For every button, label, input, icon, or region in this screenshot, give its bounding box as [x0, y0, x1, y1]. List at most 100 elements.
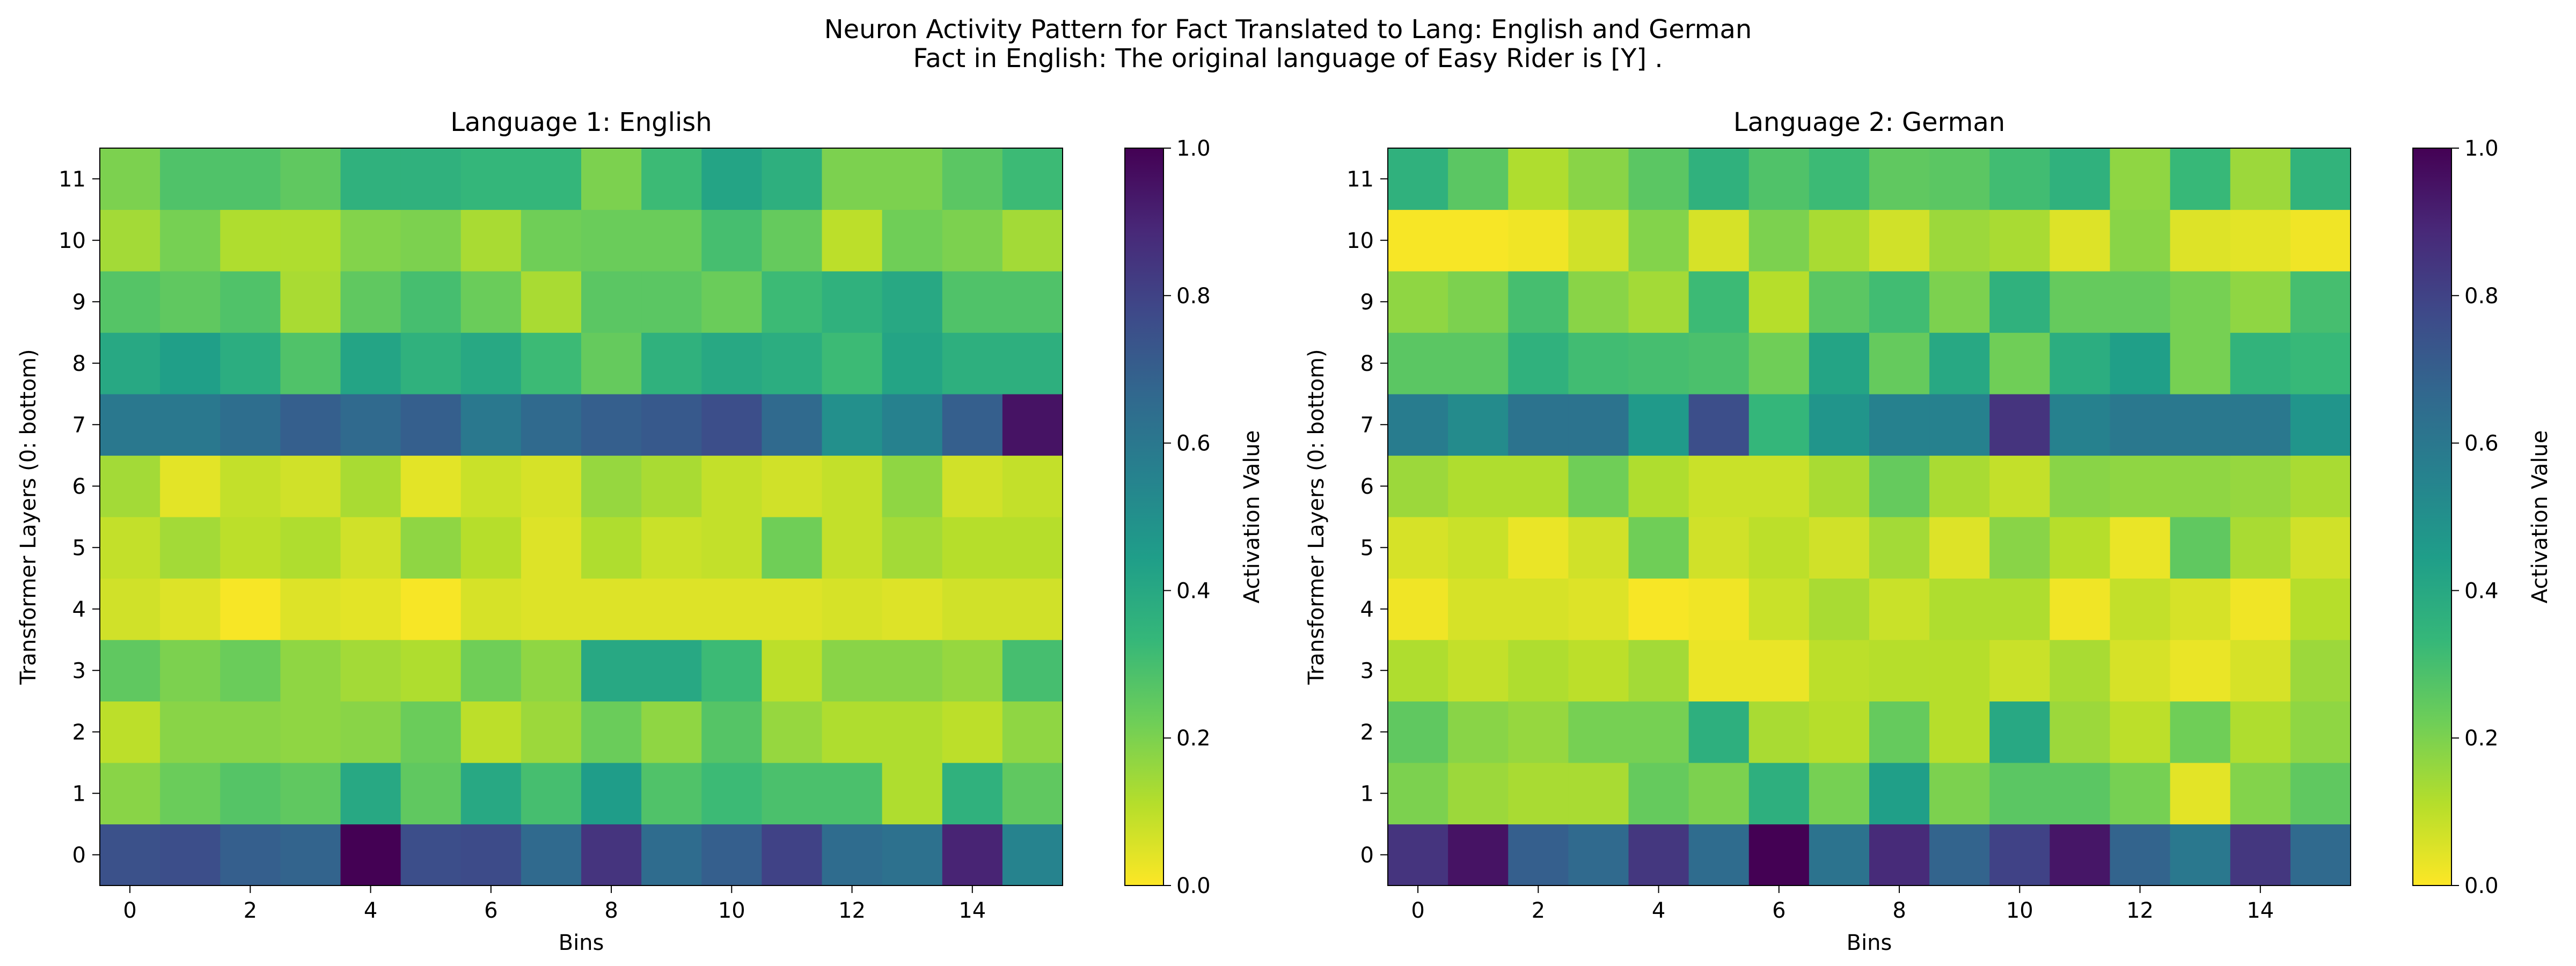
heatmap-cell: [1448, 763, 1509, 825]
colorbar-tick-label: 0.2: [2464, 726, 2499, 751]
heatmap-cell: [400, 824, 462, 886]
heatmap-cell: [1628, 701, 1689, 763]
heatmap-cell: [701, 701, 762, 763]
heatmap-cell: [882, 824, 943, 886]
heatmap-cell: [2290, 824, 2351, 886]
heatmap-cell: [1508, 701, 1569, 763]
heatmap-cell: [882, 148, 943, 210]
heatmap-cell: [280, 271, 341, 333]
heatmap-cell: [641, 271, 702, 333]
heatmap-cell: [521, 455, 582, 517]
heatmap-cell: [160, 517, 221, 579]
heatmap-cell: [822, 332, 883, 394]
heatmap-cell: [1869, 332, 1930, 394]
heatmap-cell: [1929, 517, 1990, 579]
heatmap-cell: [340, 763, 401, 825]
heatmap-cell: [1809, 824, 1870, 886]
heatmap-cell: [2110, 394, 2171, 456]
heatmap-cell: [2050, 209, 2111, 272]
heatmap-cell: [521, 394, 582, 456]
heatmap-cell: [1448, 455, 1509, 517]
heatmap-cell: [701, 394, 762, 456]
heatmap-cell: [701, 640, 762, 702]
heatmap-cell: [882, 332, 943, 394]
heatmap-cell: [1989, 701, 2050, 763]
heatmap-cell: [100, 824, 160, 886]
y-tick-label: 10: [1346, 229, 1374, 253]
heatmap-cell: [1568, 148, 1629, 210]
heatmap-cell: [882, 578, 943, 640]
heatmap-cell: [1989, 763, 2050, 825]
x-axis-label: Bins: [559, 931, 604, 955]
heatmap-cell: [1448, 824, 1509, 886]
heatmap-cell: [1568, 517, 1629, 579]
heatmap-cell: [1448, 578, 1509, 640]
heatmap-cell: [400, 271, 462, 333]
heatmap-cell: [521, 578, 582, 640]
heatmap-cell: [1748, 394, 1810, 456]
heatmap-cell: [1869, 455, 1930, 517]
heatmap-cell: [2170, 701, 2231, 763]
heatmap-cell: [1448, 209, 1509, 272]
heatmap-cell: [1688, 271, 1750, 333]
heatmap-cell: [460, 763, 522, 825]
heatmap-cell: [1508, 394, 1569, 456]
x-tick-label: 14: [958, 898, 986, 923]
y-tick-label: 1: [72, 781, 86, 806]
colorbar: [1124, 148, 1164, 886]
heatmap-cell: [2050, 455, 2111, 517]
heatmap-cell: [822, 578, 883, 640]
heatmap-cell: [762, 271, 823, 333]
heatmap-cell: [822, 763, 883, 825]
heatmap-cell: [882, 701, 943, 763]
heatmap-cell: [1748, 824, 1810, 886]
heatmap-cell: [701, 271, 762, 333]
heatmap-cell: [1809, 271, 1870, 333]
y-axis-label: Transformer Layers (0: bottom): [16, 349, 41, 685]
heatmap-cell: [641, 824, 702, 886]
heatmap-cell: [1929, 271, 1990, 333]
heatmap-cell: [1748, 763, 1810, 825]
heatmap-cell: [641, 517, 702, 579]
heatmap-cell: [1809, 517, 1870, 579]
heatmap-cell: [1869, 640, 1930, 702]
heatmap-cell: [340, 701, 401, 763]
heatmap-cell: [1929, 640, 1990, 702]
heatmap-cell: [1508, 578, 1569, 640]
heatmap-cell: [1568, 455, 1629, 517]
colorbar-tick-label: 0.8: [1176, 284, 1211, 309]
heatmap-cell: [1508, 209, 1569, 272]
heatmap-cell: [762, 209, 823, 272]
heatmap-cell: [1568, 332, 1629, 394]
heatmap-cell: [942, 578, 1003, 640]
heatmap-cell: [460, 824, 522, 886]
heatmap-cell: [280, 517, 341, 579]
heatmap-cell: [1388, 332, 1448, 394]
heatmap-cell: [2230, 578, 2291, 640]
heatmap-cell: [1688, 763, 1750, 825]
heatmap-cell: [1869, 517, 1930, 579]
heatmap-cell: [100, 271, 160, 333]
heatmap-cell: [1388, 578, 1448, 640]
colorbar-tick-label: 0.4: [2464, 579, 2499, 603]
heatmap-cell: [1568, 824, 1629, 886]
heatmap-cell: [2170, 640, 2231, 702]
heatmap-cell: [521, 763, 582, 825]
heatmap-cell: [100, 455, 160, 517]
heatmap-cell: [2230, 640, 2291, 702]
heatmap-cell: [2170, 209, 2231, 272]
heatmap-cell: [701, 763, 762, 825]
y-tick-label: 2: [72, 720, 86, 745]
heatmap-cell: [942, 701, 1003, 763]
x-tick-label: 8: [1892, 898, 1906, 923]
heatmap-cell: [2290, 763, 2351, 825]
heatmap-cell: [280, 455, 341, 517]
heatmap-cell: [641, 148, 702, 210]
heatmap-cell: [280, 824, 341, 886]
heatmap-cell: [2110, 763, 2171, 825]
y-tick-label: 0: [1360, 843, 1374, 868]
heatmap-cell: [1002, 455, 1063, 517]
heatmap-cell: [1809, 578, 1870, 640]
colorbar-label: Activation Value: [1240, 430, 1264, 604]
